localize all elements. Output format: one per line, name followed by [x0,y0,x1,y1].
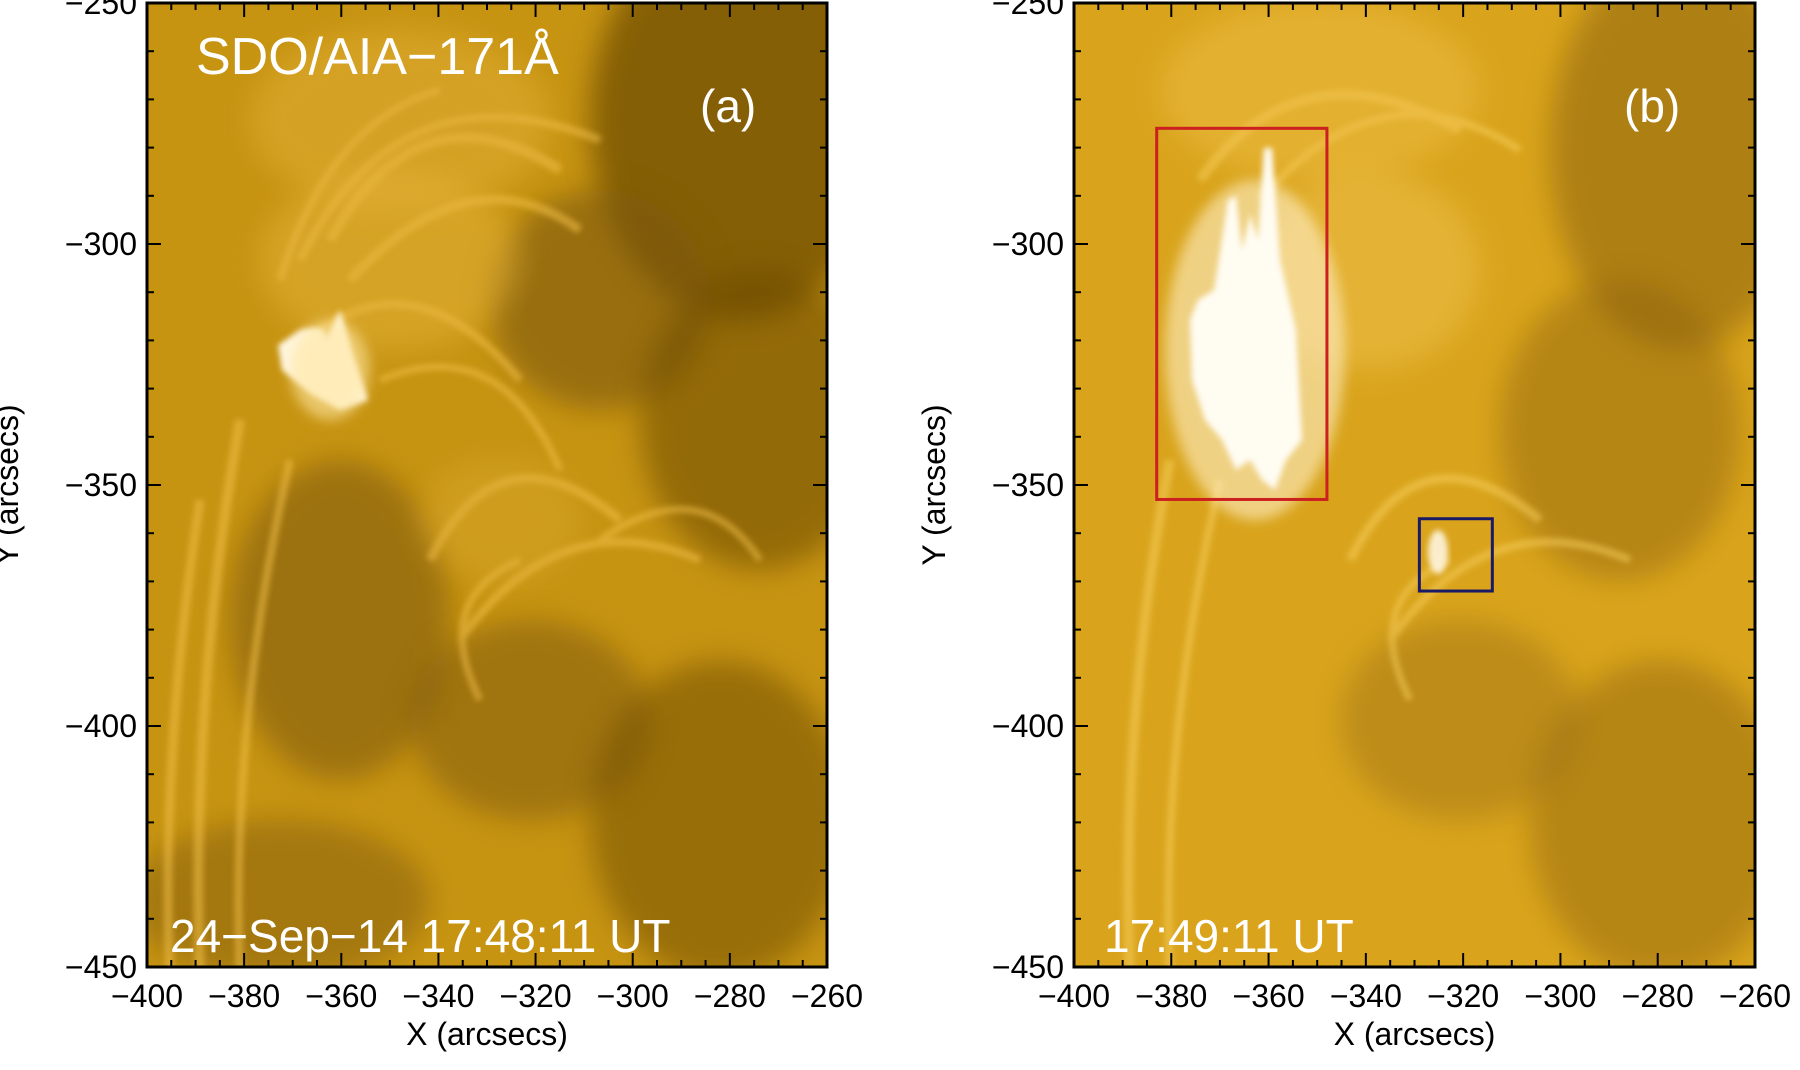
y-tick-label: −350 [65,467,137,503]
panel-b-boxes [1155,126,1494,593]
panel-b-y-axis-title: Y (arcsecs) [916,404,952,565]
panel-a-x-axis-title: X (arcsecs) [406,1016,568,1052]
y-tick-label: −250 [65,0,137,21]
panel-b-label: (b) [1624,80,1680,132]
x-tick-label: −300 [597,978,669,1014]
y-tick-label: −350 [992,467,1064,503]
y-tick-label: −450 [65,949,137,985]
x-tick-label: −360 [1233,978,1305,1014]
x-tick-label: −340 [402,978,474,1014]
x-tick-label: −320 [500,978,572,1014]
panel-b-x-axis-title: X (arcsecs) [1334,1016,1496,1052]
x-tick-label: −380 [208,978,280,1014]
x-tick-label: −400 [1038,978,1110,1014]
y-tick-label: −450 [992,949,1064,985]
x-tick-label: −260 [791,978,863,1014]
y-tick-label: −300 [992,226,1064,262]
x-tick-label: −400 [111,978,183,1014]
x-tick-label: −380 [1135,978,1207,1014]
y-tick-label: −400 [992,708,1064,744]
panel-b-image [1074,3,1755,967]
panel-a-timestamp: 24−Sep−14 17:48:11 UT [170,910,670,962]
panel-b-axes: −400 −380 −360 −340 −320 −300 −280 −260 −250 −300… [916,0,1791,1052]
panel-a-instrument-label: SDO/AIA−171Å [196,28,559,86]
red-box [1155,126,1329,501]
panel-a-label: (a) [700,80,756,132]
y-tick-label: −250 [992,0,1064,21]
panel-a-y-axis-title: Y (arcsecs) [0,404,25,565]
y-tick-label: −400 [65,708,137,744]
x-tick-label: −280 [1622,978,1694,1014]
panel-a-axes: −400 −380 −360 −340 −320 −300 −280 −260 −250 −300… [0,0,863,1052]
blue-box [1417,517,1494,593]
x-tick-label: −340 [1330,978,1402,1014]
y-tick-label: −300 [65,226,137,262]
panel-b-timestamp: 17:49:11 UT [1104,910,1354,962]
panel-a-image [147,3,827,967]
x-tick-label: −360 [305,978,377,1014]
x-tick-label: −260 [1719,978,1791,1014]
x-tick-label: −320 [1427,978,1499,1014]
x-tick-label: −280 [694,978,766,1014]
x-tick-label: −300 [1524,978,1596,1014]
